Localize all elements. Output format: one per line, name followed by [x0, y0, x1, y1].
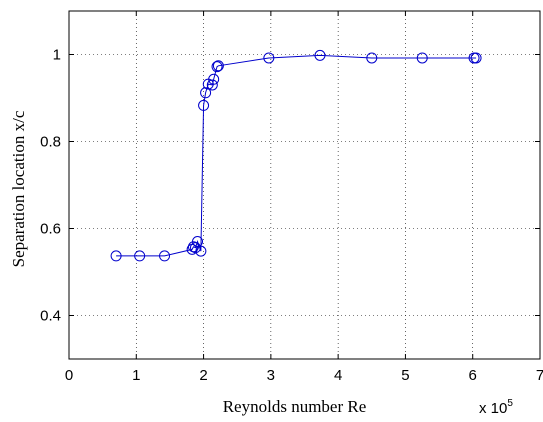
data-point	[110, 250, 122, 262]
x-tick-label: 4	[334, 367, 342, 384]
tick-labels: 0 1 2 3 4 5 6 7 0.4 0.6 0.8 1	[40, 47, 543, 385]
data-point	[263, 52, 275, 64]
y-tick-label: 0.8	[40, 134, 61, 151]
y-tick-label: 1	[53, 47, 61, 64]
data-series	[110, 49, 482, 262]
data-point	[195, 245, 207, 257]
data-point	[189, 242, 201, 254]
axis-ticks	[68, 11, 541, 359]
y-axis-label: Separation location x/c	[9, 110, 28, 267]
plot-area-frame	[68, 10, 541, 360]
data-point	[208, 73, 220, 85]
data-point	[470, 52, 482, 64]
data-point	[192, 236, 204, 248]
y-tick-label: 0.4	[40, 308, 61, 325]
x-axis-multiplier-base: x 10	[479, 400, 507, 417]
x-axis-multiplier-exponent: 5	[507, 398, 513, 409]
data-point	[211, 61, 223, 73]
x-tick-label: 0	[65, 367, 73, 384]
grid-lines	[69, 11, 540, 359]
series-line	[116, 54, 477, 257]
y-tick-label: 0.6	[40, 221, 61, 238]
x-axis-label: Reynolds number Re	[223, 397, 367, 416]
data-point	[134, 250, 146, 262]
data-point	[212, 60, 224, 72]
data-point	[198, 99, 210, 111]
x-tick-label: 6	[469, 367, 477, 384]
x-axis-multiplier: x 105	[479, 398, 513, 417]
data-point	[416, 52, 428, 64]
x-tick-label: 1	[132, 367, 140, 384]
data-point	[314, 49, 326, 61]
data-point	[366, 52, 378, 64]
x-tick-label: 3	[267, 367, 275, 384]
data-point	[206, 79, 218, 91]
x-tick-label: 5	[401, 367, 409, 384]
data-point	[159, 250, 171, 262]
x-tick-label: 2	[199, 367, 207, 384]
x-tick-label: 7	[536, 367, 543, 384]
